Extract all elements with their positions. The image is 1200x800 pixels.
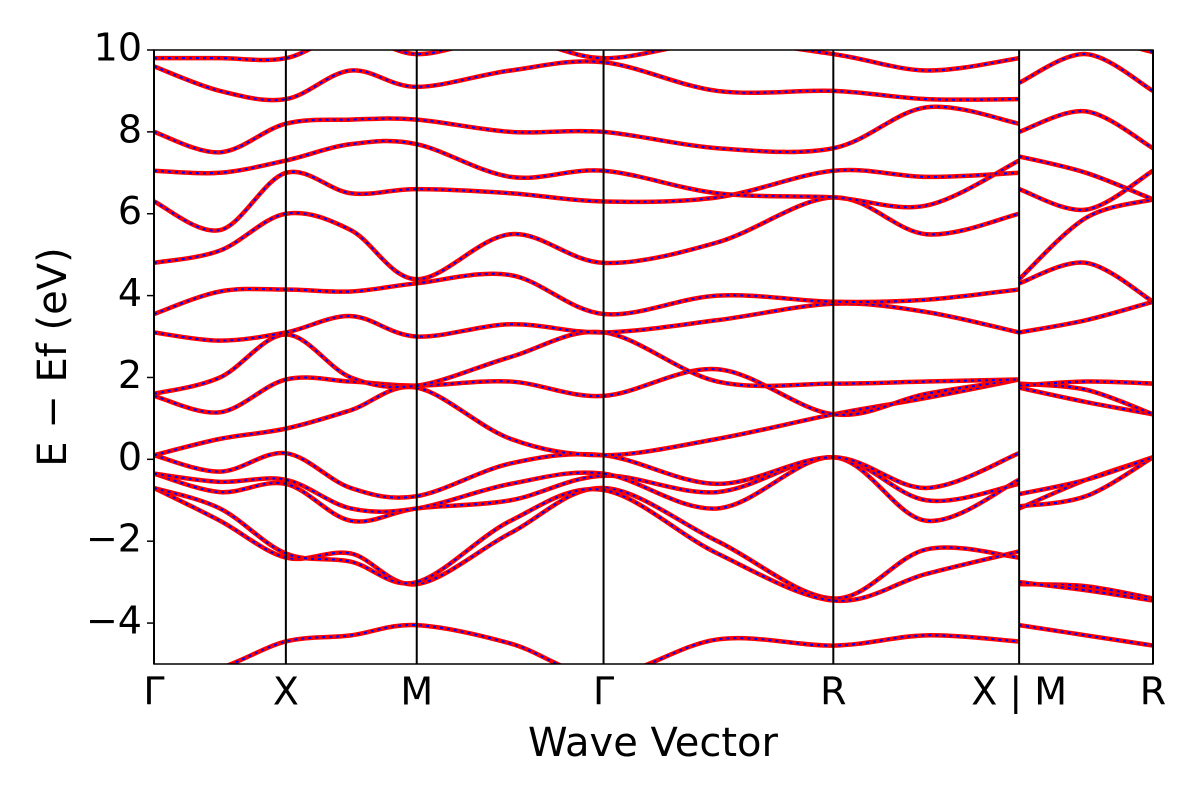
band-line-overlay: [154, 456, 1153, 522]
x-axis-label: Wave Vector: [528, 720, 779, 766]
x-tick-label: X: [273, 670, 299, 714]
y-tick-label: 8: [118, 107, 142, 151]
x-tick-label: R: [820, 670, 846, 714]
y-tick-label: −4: [86, 599, 142, 643]
y-tick-label: 2: [118, 353, 142, 397]
band-line: [154, 366, 1153, 418]
y-axis-label: E − Ef (eV): [30, 247, 76, 466]
band-line-overlay: [154, 378, 1153, 457]
plot-area: [154, 50, 1153, 664]
band-line-overlay: [154, 196, 1153, 281]
band-line: [154, 104, 1153, 155]
band-line-overlay: [154, 261, 1153, 316]
band-line: [154, 377, 1153, 458]
x-tick-label: Γ: [143, 670, 164, 714]
y-tick-label: 4: [118, 271, 142, 315]
band-line-overlay: [154, 486, 1153, 600]
band-line-overlay: [154, 140, 1153, 209]
band-line-overlay: [154, 169, 1153, 232]
band-line-overlay: [154, 300, 1153, 342]
plot-frame: [153, 49, 1154, 665]
band-line: [154, 195, 1153, 282]
y-tick-label: 0: [118, 435, 142, 479]
y-tick-label: −2: [86, 517, 142, 561]
x-tick-label: X | M: [971, 670, 1067, 715]
band-line-overlay: [154, 487, 1153, 602]
y-tick-label: 6: [118, 189, 142, 233]
band-line-overlay: [154, 53, 1153, 102]
band-line: [154, 50, 1153, 73]
y-tick-label: 10: [94, 26, 142, 70]
band-line-overlay: [154, 330, 1153, 395]
band-line-overlay: [154, 452, 1153, 499]
x-tick-label: M: [400, 670, 433, 714]
band-line-overlay: [154, 105, 1153, 154]
x-tick-label: Γ: [593, 670, 614, 714]
band-line-overlay: [228, 624, 1153, 664]
band-line: [154, 260, 1153, 317]
x-tick-label: R: [1140, 670, 1166, 714]
